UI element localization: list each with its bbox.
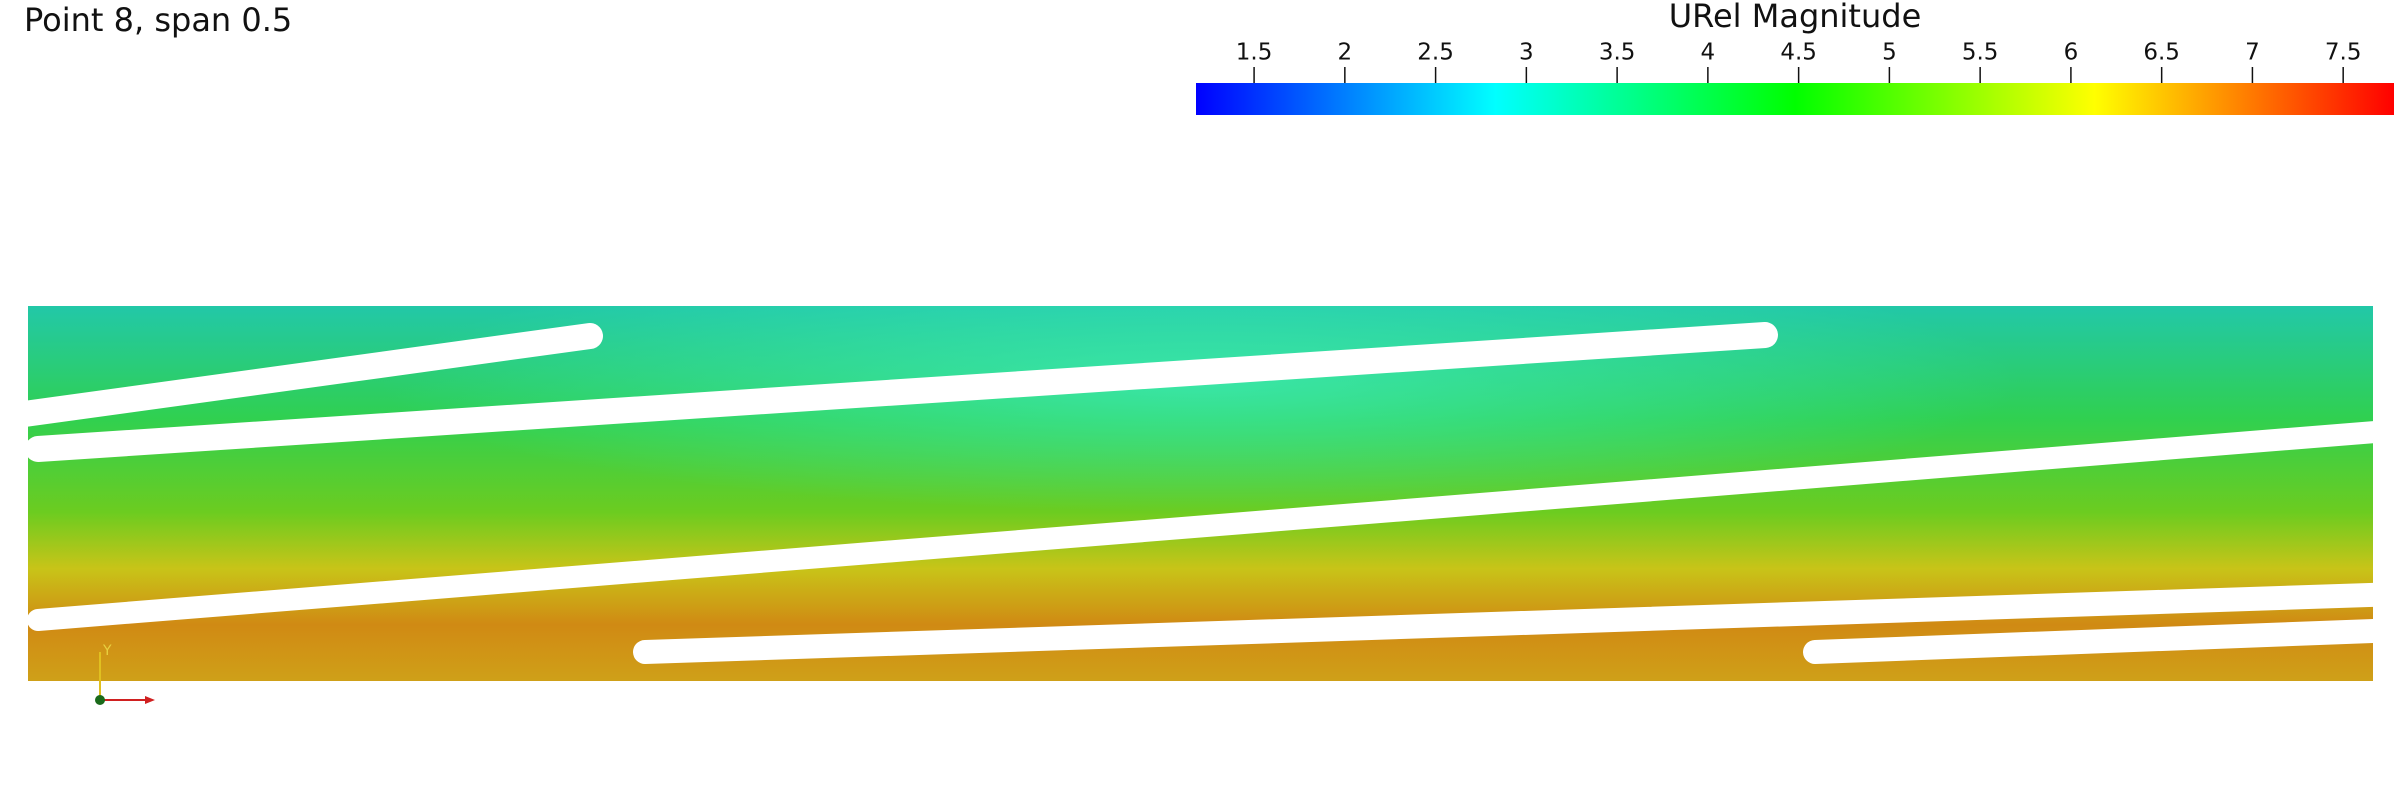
colorbar-tick-label: 3 bbox=[1519, 40, 1534, 66]
blade bbox=[1803, 619, 2373, 664]
flow-field bbox=[28, 306, 2373, 681]
blade bbox=[28, 322, 1778, 462]
colorbar-tick-label: 2.5 bbox=[1417, 40, 1454, 66]
colorbar-tick-label: 3.5 bbox=[1599, 40, 1636, 66]
view-title: Point 8, span 0.5 bbox=[24, 1, 292, 39]
blade bbox=[633, 582, 2373, 664]
colorbar-tick-label: 6 bbox=[2064, 40, 2079, 66]
colorbar-tick-label: 4.5 bbox=[1780, 40, 1817, 66]
colorbar-tick-label: 2 bbox=[1338, 40, 1353, 66]
z-axis-dot bbox=[95, 695, 105, 705]
blade bbox=[28, 421, 2373, 631]
orientation-axes: Y bbox=[95, 643, 155, 705]
colorbar-tick-label: 4 bbox=[1701, 40, 1716, 66]
colorbar-tick-label: 1.5 bbox=[1236, 40, 1273, 66]
colorbar-tick-label: 7 bbox=[2245, 40, 2260, 66]
blade bbox=[28, 323, 603, 427]
colorbar-tick-label: 5 bbox=[1882, 40, 1897, 66]
colorbar-title: URel Magnitude bbox=[1669, 0, 1922, 35]
y-axis-label: Y bbox=[102, 643, 112, 659]
colorbar-tick-label: 7.5 bbox=[2325, 40, 2362, 66]
colorbar bbox=[1196, 83, 2394, 115]
x-arrow-head bbox=[145, 696, 155, 704]
colorbar-tick-label: 6.5 bbox=[2143, 40, 2180, 66]
blades bbox=[28, 322, 2373, 664]
colorbar-tick-label: 5.5 bbox=[1962, 40, 1999, 66]
